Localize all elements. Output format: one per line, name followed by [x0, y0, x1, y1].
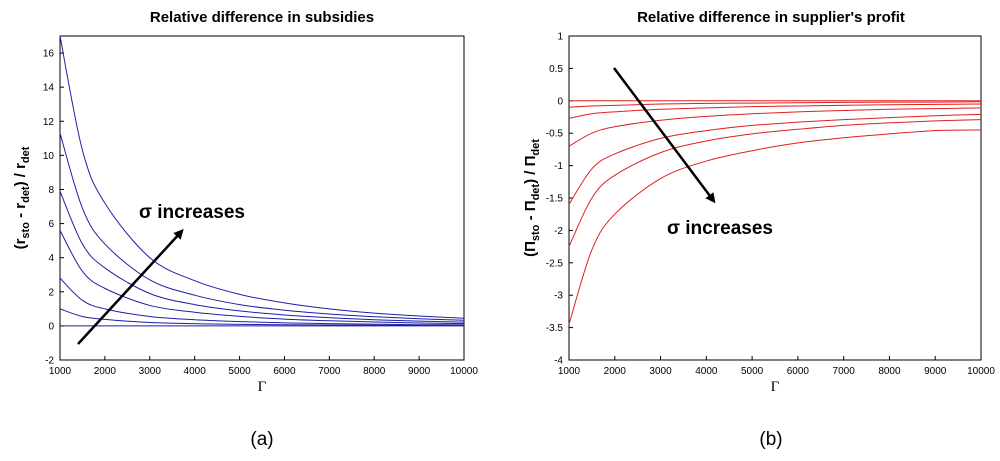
y-tick-label: 4: [48, 253, 54, 264]
panel-a-x-axis-label: Γ: [258, 379, 267, 395]
series-line-4: [59, 230, 465, 325]
y-tick-label: -1.5: [546, 194, 564, 205]
panel-b-annotation: σ increases: [667, 218, 773, 239]
panel-a-trend-arrow: [77, 229, 184, 345]
x-tick-label: 3000: [649, 366, 672, 377]
series-line-7: [568, 129, 982, 325]
x-tick-label: 1000: [49, 366, 72, 377]
series-line-6: [568, 119, 982, 247]
x-tick-label: 6000: [273, 366, 296, 377]
x-tick-label: 5000: [741, 366, 764, 377]
y-tick-label: 6: [48, 219, 54, 230]
panel-a-caption: (a): [250, 429, 273, 450]
y-tick-label: 0: [48, 321, 54, 332]
x-tick-label: 4000: [184, 366, 207, 377]
x-tick-label: 7000: [318, 366, 341, 377]
x-tick-label: 2000: [94, 366, 117, 377]
panel-a: Relative difference in subsidies 16 14 12 1…: [12, 9, 478, 450]
panel-b-x-ticks: 1000 2000 3000 4000 5000 6000 7000 8000 9000 1000…: [558, 356, 995, 377]
series-line-3: [568, 103, 982, 119]
series-line-6: [59, 133, 465, 321]
y-tick-label: 10: [43, 151, 55, 162]
panel-b-y-ticks: 1 0.5 0 -0.5 -1 -1.5 -2 -2.5 -3 -3.5 -4: [546, 32, 573, 367]
y-tick-label: 0: [557, 96, 563, 107]
series-line-7: [59, 35, 465, 319]
x-tick-label: 9000: [924, 366, 947, 377]
panel-a-title: Relative difference in subsidies: [150, 9, 374, 26]
panel-b: Relative difference in supplier's profit…: [522, 9, 995, 450]
y-tick-label: -2.5: [546, 258, 564, 269]
panel-b-plot-frame: [568, 35, 982, 361]
panel-b-caption: (b): [759, 429, 782, 450]
x-tick-label: 8000: [878, 366, 901, 377]
x-tick-label: 4000: [695, 366, 718, 377]
panel-b-x-axis-label: Γ: [771, 379, 780, 395]
y-tick-label: 16: [43, 49, 55, 60]
panel-b-trend-arrow: [613, 67, 716, 204]
series-line-2: [568, 101, 982, 108]
panel-b-series: [568, 100, 982, 325]
x-tick-label: 1000: [558, 366, 581, 377]
x-tick-label: 10000: [450, 366, 478, 377]
x-tick-label: 8000: [363, 366, 386, 377]
y-tick-label: 14: [43, 83, 55, 94]
series-line-5: [568, 113, 982, 205]
panel-b-y-axis-label: (Πsto - Πdet) / Πdet: [522, 139, 542, 257]
y-tick-label: -1: [554, 161, 563, 172]
x-tick-label: 7000: [833, 366, 856, 377]
y-tick-label: -2: [45, 356, 54, 367]
series-line-2: [59, 308, 465, 327]
panel-b-title: Relative difference in supplier's profit: [637, 9, 905, 26]
panel-a-x-ticks: 1000 2000 3000 4000 5000 6000 7000 8000 9000 1000…: [49, 356, 478, 377]
x-tick-label: 6000: [787, 366, 810, 377]
y-tick-label: -2: [554, 226, 563, 237]
x-tick-label: 3000: [139, 366, 162, 377]
series-line-4: [568, 107, 982, 147]
x-tick-label: 5000: [228, 366, 251, 377]
panel-a-y-axis-label: (rsto - rdet) / rdet: [12, 146, 32, 249]
y-tick-label: -4: [554, 356, 563, 367]
y-tick-label: 1: [557, 32, 563, 43]
panel-a-plot-frame: [59, 35, 465, 361]
x-tick-label: 9000: [408, 366, 431, 377]
y-tick-label: 2: [48, 287, 54, 298]
y-tick-label: 12: [43, 117, 55, 128]
series-line-5: [59, 190, 465, 323]
series-line-3: [59, 277, 465, 326]
x-tick-label: 2000: [604, 366, 627, 377]
y-tick-label: 0.5: [549, 64, 563, 75]
y-tick-label: -3: [554, 291, 563, 302]
panel-a-series: [59, 35, 465, 327]
x-tick-label: 10000: [967, 366, 995, 377]
panel-a-annotation: σ increases: [139, 202, 245, 223]
y-tick-label: 8: [48, 185, 54, 196]
y-tick-label: -0.5: [546, 129, 564, 140]
y-tick-label: -3.5: [546, 323, 564, 334]
